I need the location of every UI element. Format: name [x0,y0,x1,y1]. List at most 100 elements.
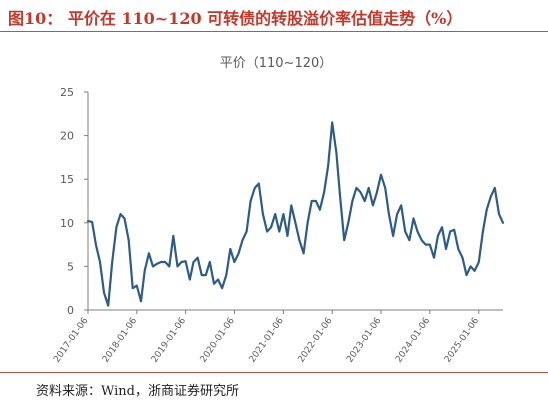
data-point [107,305,109,307]
data-point [115,226,117,228]
data-point [176,265,179,267]
data-point [225,274,227,276]
data-point [229,248,231,250]
data-point [323,191,325,193]
data-point [123,217,126,219]
data-point [315,200,317,202]
data-point [355,187,357,189]
data-point [388,213,390,215]
data-point [404,230,406,233]
data-point [453,229,455,231]
y-axis-ticks: 0 5 10 15 20 25 [60,86,88,317]
x-tick-label: 2025-01-06 [443,316,481,365]
data-point [412,217,415,219]
data-point [103,292,105,294]
data-point [408,239,410,241]
data-point [201,274,203,276]
figure-title: 图10： 平价在 110~120 可转债的转股溢价率估值走势（%） [8,9,463,28]
data-point [140,300,142,302]
data-point [241,239,244,241]
data-point [250,200,252,202]
data-point [482,230,484,233]
data-point [278,230,280,233]
data-point [221,287,223,289]
data-point [376,191,378,193]
data-point [274,213,276,215]
series-line [86,121,505,307]
data-point [168,265,170,267]
y-tick-label: 25 [60,86,74,99]
data-point [189,278,191,281]
data-point [205,274,207,276]
data-point [441,226,443,228]
figure-header: 图10： 平价在 110~120 可转债的转股溢价率估值走势（%） [0,0,548,32]
data-point [494,187,496,189]
y-tick-label: 0 [67,304,74,317]
data-point [400,204,402,206]
data-point [490,196,492,198]
data-point [470,265,472,267]
data-point [238,252,240,254]
x-axis-ticks: 2017-01-06 2018-01-06 2019-01-06 2020-01-06… [52,310,481,365]
data-point [99,261,101,263]
data-point [457,248,459,250]
data-point [327,165,329,167]
data-point [172,235,174,237]
data-point [197,257,199,259]
data-point [437,235,439,237]
data-point [429,244,431,246]
data-point [445,248,447,250]
plot-area [86,121,505,307]
data-point [392,235,394,237]
x-tick-label: 2021-01-06 [248,316,286,365]
data-point [111,261,113,263]
data-point [319,209,321,211]
figure-footer: 资料来源：Wind，浙商证券研究所 [0,372,548,402]
y-tick-label: 15 [60,173,74,186]
data-point [233,261,235,263]
data-point [132,287,134,289]
data-point [258,183,260,185]
data-point [294,222,296,224]
data-point [339,196,341,198]
data-point [262,213,264,215]
data-point [449,230,451,233]
data-point [136,285,138,287]
data-point [347,222,349,224]
data-point [95,244,97,246]
data-point [421,239,423,241]
data-point [368,187,370,189]
data-point [213,283,215,285]
data-point [502,222,504,224]
data-point [360,191,362,193]
data-point [307,222,309,224]
figure-source: 资料来源：Wind，浙商证券研究所 [36,384,239,399]
chart-container: 平价（110~120） 0 5 10 15 20 25 2017-01-06 2018-01… [0,36,548,372]
data-point [217,278,219,281]
data-point [290,204,292,206]
data-point [372,204,374,206]
data-point [384,187,386,189]
data-point [331,121,333,124]
x-tick-label: 2020-01-06 [199,316,237,365]
data-point [486,209,488,211]
data-point [119,213,122,215]
data-point [209,261,211,263]
x-tick-label: 2019-01-06 [150,316,188,365]
x-tick-label: 2022-01-06 [296,316,334,365]
data-point [343,239,345,241]
data-point [180,261,183,263]
data-point [478,261,480,263]
chart-axes [87,92,503,311]
data-point [160,261,162,263]
data-point [286,235,289,237]
x-tick-label: 2024-01-06 [394,316,432,365]
data-point [380,174,382,176]
x-tick-label: 2018-01-06 [101,316,139,365]
data-point [396,213,398,215]
data-point [164,261,166,263]
line-chart: 平价（110~120） 0 5 10 15 20 25 2017-01-06 2018-01… [52,56,505,365]
data-point [254,187,256,189]
data-point [303,252,305,254]
y-tick-label: 5 [67,260,74,273]
